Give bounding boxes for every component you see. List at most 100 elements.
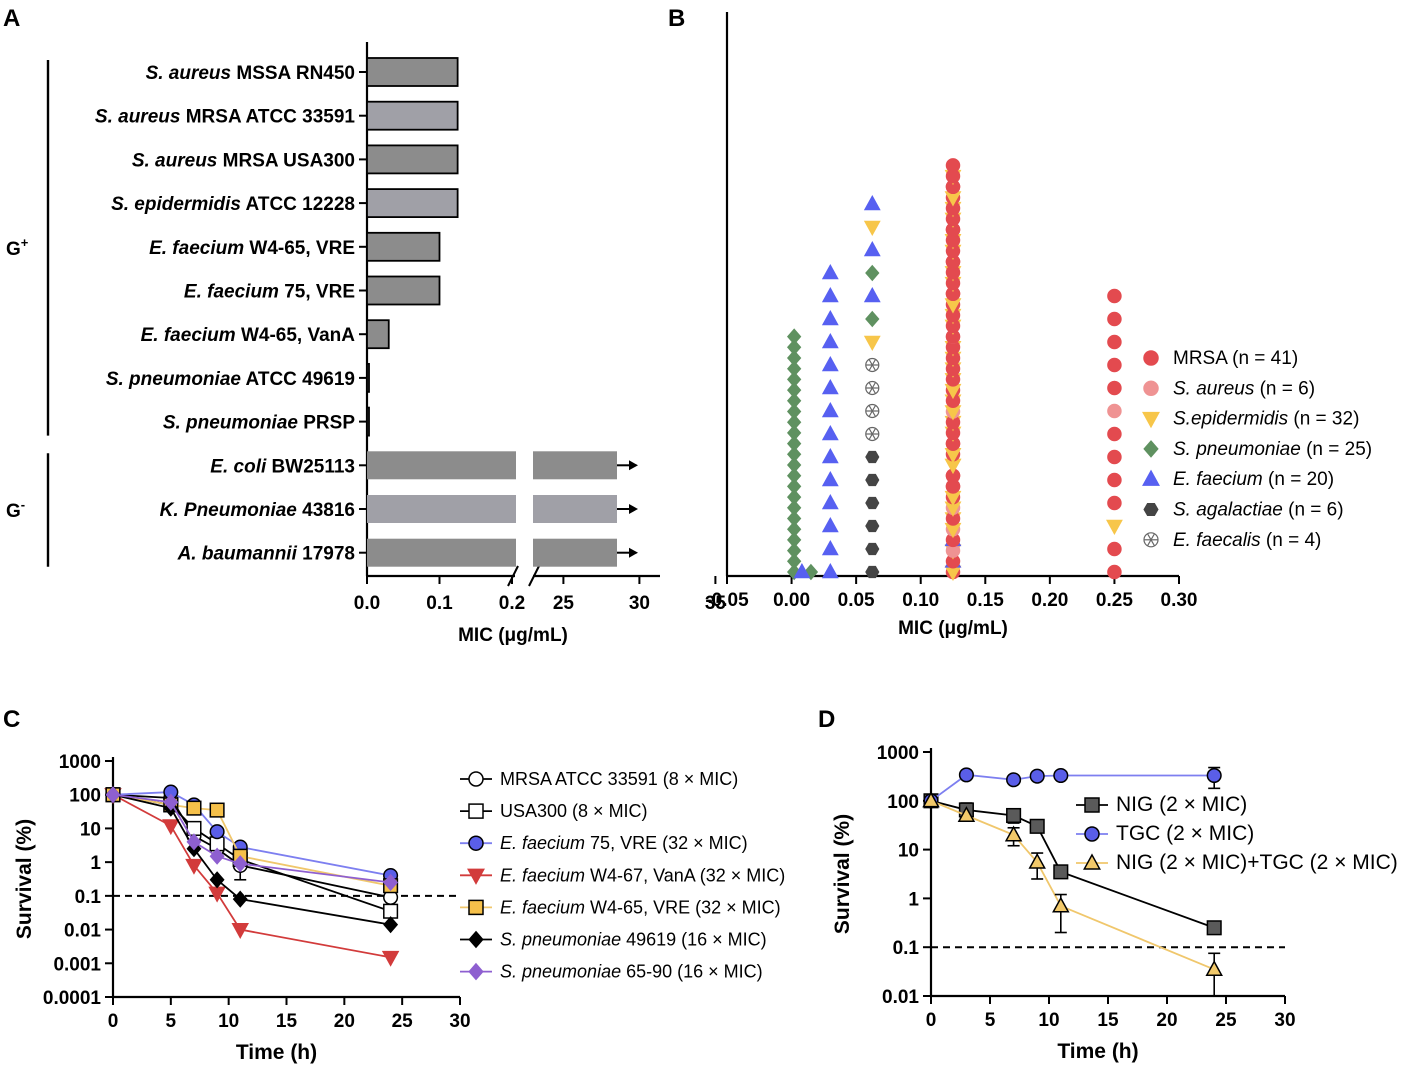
category-label-part: K. Pneumoniae [160, 500, 298, 521]
legend-label: E. faecalis (n = 4) [1173, 530, 1321, 551]
category-label: E. faecium 75, VRE [184, 282, 355, 303]
group-label: G- [6, 497, 25, 522]
x-tick-label: 0.2 [499, 593, 525, 614]
x-tick-label: 20 [1156, 1010, 1177, 1031]
x-tick-label: 15 [276, 1011, 298, 1032]
legend-marker [1144, 381, 1158, 395]
x-tick-label: 30 [449, 1011, 470, 1032]
bar-arrow-head [629, 504, 638, 514]
data-point [823, 519, 837, 532]
data-point [1108, 566, 1121, 579]
data-point [1054, 865, 1068, 879]
x-tick-label: 10 [218, 1011, 239, 1032]
category-label-part: MSSA RN450 [231, 63, 355, 84]
data-point [823, 289, 837, 302]
legend-label: TGC (2 × MIC) [1116, 822, 1254, 845]
data-point [866, 266, 879, 281]
x-tick-label: 0.0 [354, 593, 380, 614]
legend-label: S. pneumoniae 65-90 (16 × MIC) [500, 962, 763, 982]
data-point [865, 197, 879, 210]
panel-label-d: D [818, 706, 835, 733]
data-point [866, 566, 879, 577]
y-tick-label: 1000 [59, 752, 101, 773]
y-tick-label: 0.1 [893, 938, 920, 959]
data-point [865, 243, 879, 256]
legend-label-part: (n = 4) [1261, 530, 1322, 551]
legend-label-part: E. faecium [500, 833, 585, 853]
data-point [960, 768, 974, 782]
bar [367, 539, 516, 567]
x-tick-label: 0.30 [1161, 590, 1198, 611]
x-tick-label: 0.10 [902, 590, 939, 611]
legend-label-part: MRSA [1173, 348, 1228, 369]
legend-marker [1143, 413, 1158, 427]
category-label-part: 43816 [297, 500, 355, 521]
data-point [1107, 520, 1121, 533]
category-label-part: W4-65, VanA [236, 325, 356, 346]
data-point [1030, 769, 1044, 783]
x-tick-label: 0.25 [1096, 590, 1133, 611]
legend-label: NIG (2 × MIC) [1116, 793, 1247, 816]
legend-label: S. agalactiae (n = 6) [1173, 500, 1344, 521]
legend-label-part: S. pneumoniae [1173, 439, 1301, 460]
category-label-part: S. aureus [132, 150, 218, 171]
y-axis-title: Survival (%) [13, 819, 36, 939]
category-label-part: ATCC 49619 [241, 369, 355, 390]
legend-label-part: 65-90 (16 × MIC) [621, 962, 763, 982]
category-label: S. aureus MRSA ATCC 33591 [95, 107, 356, 128]
x-tick-label: 25 [1215, 1010, 1237, 1031]
x-axis-title: Time (h) [236, 1041, 317, 1064]
category-label-part: 17978 [297, 544, 355, 565]
bar [367, 58, 458, 86]
legend-marker [1144, 351, 1158, 365]
data-point [823, 473, 837, 486]
bar [367, 233, 440, 261]
data-point [1108, 474, 1121, 487]
data-point [210, 825, 224, 839]
series-line [113, 795, 391, 958]
category-label-part: 75, VRE [279, 282, 355, 303]
legend-marker [469, 900, 483, 914]
data-point [866, 520, 879, 531]
legend-label: S. pneumoniae (n = 25) [1173, 439, 1372, 460]
legend-label-part: E. faecalis [1173, 530, 1261, 551]
legend-label-part: (n = 6) [1283, 500, 1344, 521]
bar-continued [533, 451, 617, 479]
data-point [1007, 809, 1021, 823]
category-label-part: E. faecium [149, 238, 244, 259]
panel-label-c: C [3, 706, 20, 733]
x-tick-label: 25 [392, 1011, 414, 1032]
data-point [866, 359, 879, 372]
data-point [823, 542, 837, 555]
bar-continued [533, 495, 617, 523]
category-label-part: MRSA USA300 [217, 150, 355, 171]
data-point [1108, 313, 1121, 326]
data-point [866, 405, 879, 418]
bar [367, 277, 440, 305]
legend-marker [469, 964, 483, 980]
legend-label-part: (n = 32) [1288, 409, 1359, 430]
y-tick-label: 0.1 [75, 887, 102, 908]
category-label: K. Pneumoniae 43816 [160, 500, 355, 521]
legend-label-part: W4-65, VRE (32 × MIC) [585, 897, 781, 917]
legend-marker [1085, 798, 1099, 812]
legend-label: MRSA (n = 41) [1173, 348, 1298, 369]
data-point [1108, 428, 1121, 441]
legend-marker [468, 869, 483, 883]
category-label-part: S. pneumoniae [106, 369, 242, 390]
category-label: S. aureus MRSA USA300 [132, 150, 355, 171]
y-tick-label: 1000 [877, 743, 919, 764]
data-point [865, 336, 879, 349]
x-tick-label: 5 [985, 1010, 996, 1031]
panel-b-scatter-chart: -0.05 0.00 0.05 0.10 0.15 0.20 0.25 0.30MIC (μg… [705, 12, 1372, 639]
data-point [1054, 769, 1068, 783]
legend-label: E. faecium (n = 20) [1173, 469, 1334, 490]
x-tick-label: 20 [334, 1011, 355, 1032]
data-point [865, 221, 879, 234]
legend-marker [1143, 471, 1158, 485]
data-point [823, 496, 837, 509]
legend-label-part: 75, VRE (32 × MIC) [585, 833, 748, 853]
legend-label-part: E. faecium [500, 897, 585, 917]
legend-label: S. aureus (n = 6) [1173, 378, 1315, 399]
data-point [823, 266, 837, 279]
